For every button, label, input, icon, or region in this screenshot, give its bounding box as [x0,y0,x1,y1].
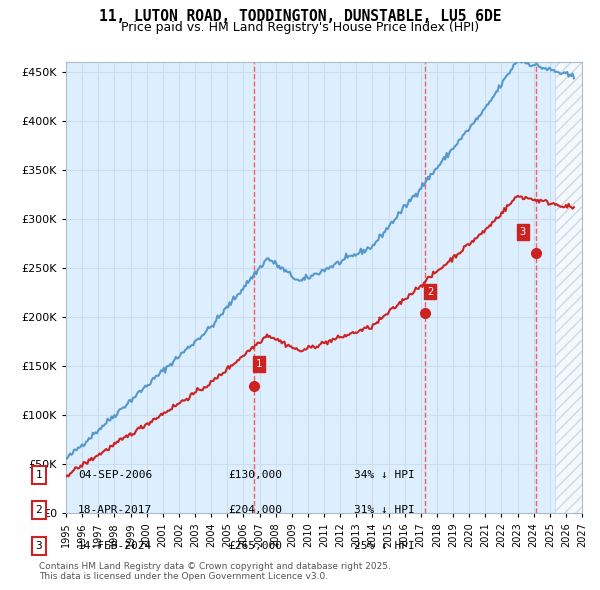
Text: 34% ↓ HPI: 34% ↓ HPI [354,470,415,480]
Text: £204,000: £204,000 [228,506,282,515]
Text: 1: 1 [35,470,43,480]
Text: 1: 1 [256,359,262,369]
Text: 3: 3 [35,541,43,550]
Text: 18-APR-2017: 18-APR-2017 [78,506,152,515]
Text: 2: 2 [427,287,433,297]
Text: Contains HM Land Registry data © Crown copyright and database right 2025.
This d: Contains HM Land Registry data © Crown c… [39,562,391,581]
Text: 25% ↓ HPI: 25% ↓ HPI [354,541,415,550]
Text: 11, LUTON ROAD, TODDINGTON, DUNSTABLE, LU5 6DE: 11, LUTON ROAD, TODDINGTON, DUNSTABLE, L… [99,9,501,24]
Text: 04-SEP-2006: 04-SEP-2006 [78,470,152,480]
Text: 31% ↓ HPI: 31% ↓ HPI [354,506,415,515]
Text: 2: 2 [35,506,43,515]
Text: £130,000: £130,000 [228,470,282,480]
Text: £265,000: £265,000 [228,541,282,550]
Text: 3: 3 [520,227,526,237]
Text: 14-FEB-2024: 14-FEB-2024 [78,541,152,550]
Text: Price paid vs. HM Land Registry's House Price Index (HPI): Price paid vs. HM Land Registry's House … [121,21,479,34]
